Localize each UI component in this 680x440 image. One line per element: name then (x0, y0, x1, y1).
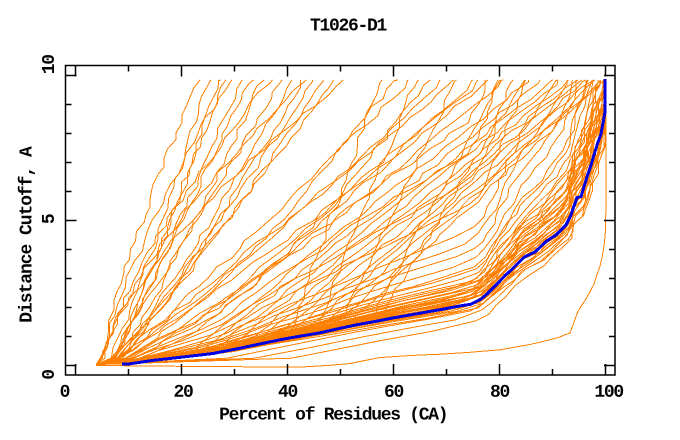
svg-text:0: 0 (60, 383, 70, 403)
svg-text:100: 100 (594, 383, 623, 403)
svg-text:10: 10 (40, 55, 60, 75)
svg-text:20: 20 (173, 383, 193, 403)
svg-text:80: 80 (490, 383, 510, 403)
svg-text:T1026-D1: T1026-D1 (310, 17, 388, 37)
svg-text:60: 60 (384, 383, 404, 403)
svg-text:0: 0 (40, 370, 60, 380)
svg-text:40: 40 (278, 383, 298, 403)
svg-text:Distance Cutoff, A: Distance Cutoff, A (18, 146, 38, 323)
svg-text:Percent of Residues (CA): Percent of Residues (CA) (219, 405, 447, 425)
svg-text:5: 5 (40, 214, 60, 224)
